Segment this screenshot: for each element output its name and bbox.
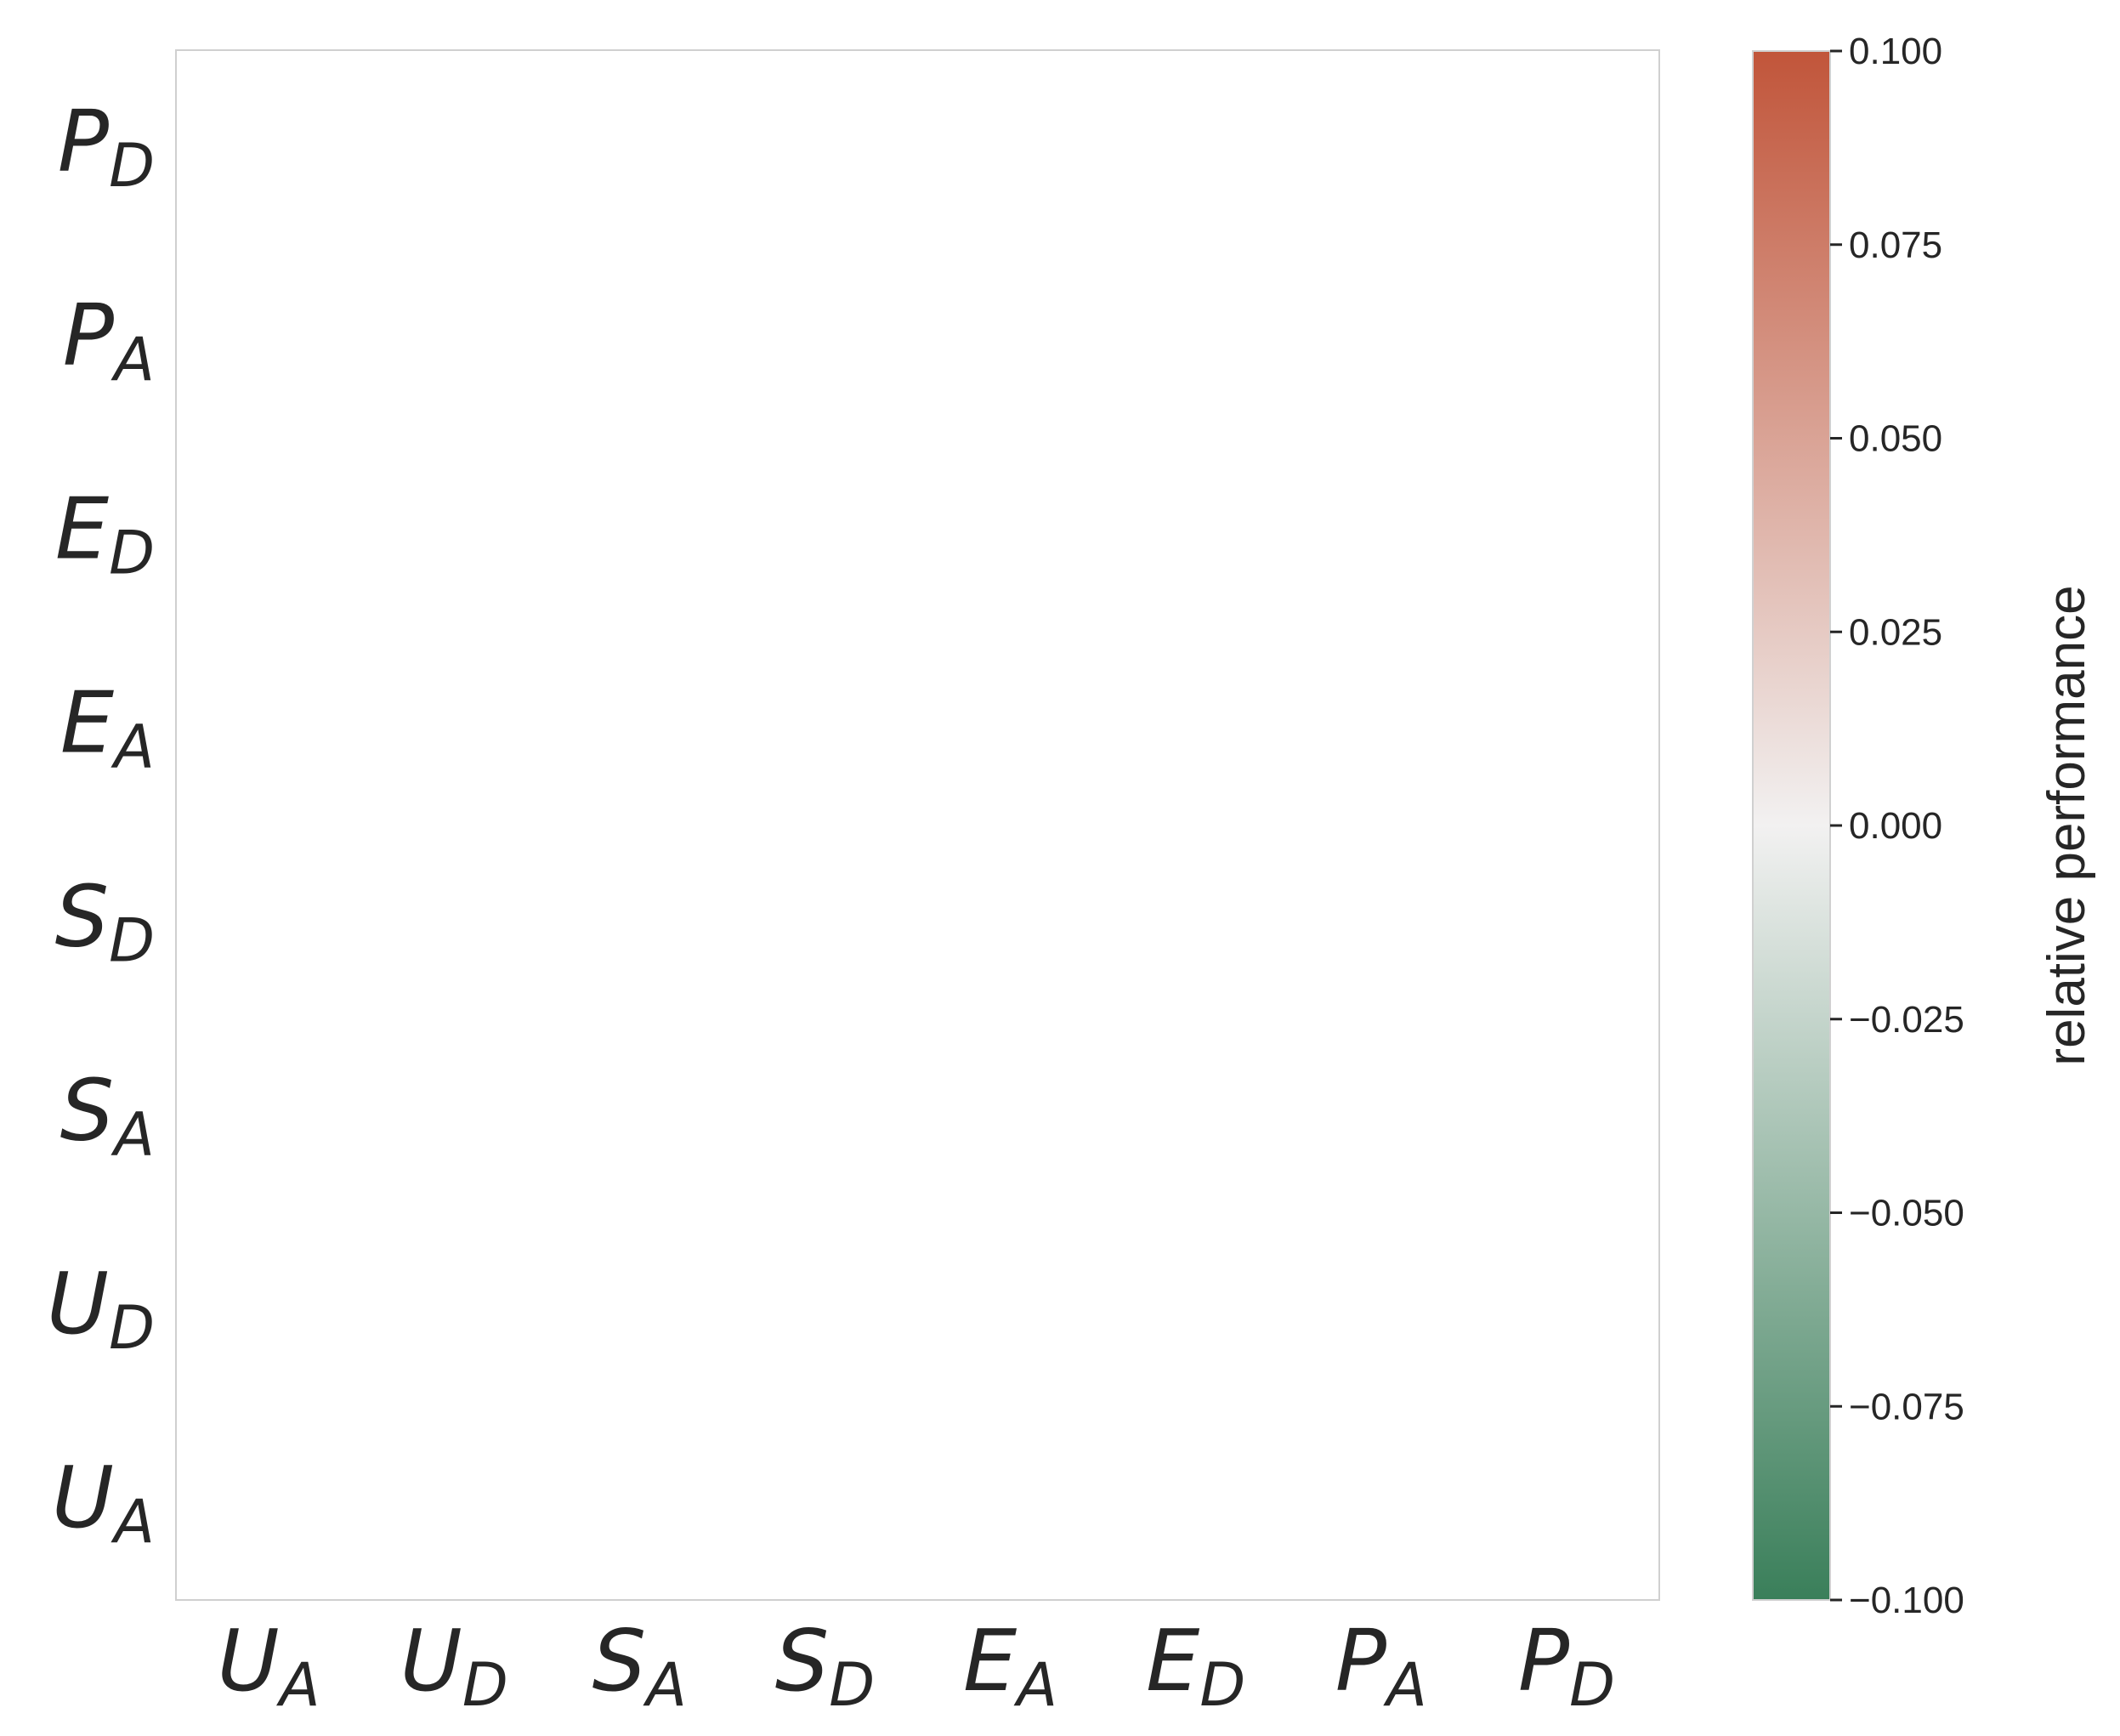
x-tick-label-base: S	[592, 1611, 646, 1710]
y-tick-label-base: U	[52, 1448, 114, 1547]
colorbar-tick-label: −0.050	[1849, 1193, 1964, 1234]
y-tick-label: SD	[55, 866, 155, 975]
y-tick-label-base: P	[58, 92, 110, 191]
y-tick-label-subscript: A	[111, 712, 155, 782]
x-tick-label: ED	[1146, 1611, 1245, 1720]
y-tick-label-base: E	[55, 479, 109, 579]
colorbar-tick-label: 0.100	[1849, 31, 1942, 72]
colorbar-tick-label: 0.050	[1849, 418, 1942, 460]
x-tick-label-base: S	[775, 1611, 829, 1710]
x-tick-label: PD	[1518, 1611, 1615, 1720]
y-tick-label-subscript: D	[109, 519, 155, 588]
x-tick-label-subscript: A	[276, 1650, 320, 1720]
x-tick-label-base: U	[400, 1611, 462, 1710]
y-tick-label-subscript: D	[109, 131, 155, 201]
x-tick-label: EA	[963, 1611, 1057, 1720]
x-tick-label-subscript: D	[1199, 1650, 1245, 1720]
x-tick-label-base: P	[1335, 1611, 1387, 1710]
colorbar-title: relative performance	[2038, 585, 2096, 1065]
x-tick-label-subscript: A	[643, 1650, 687, 1720]
y-tick-label: SA	[60, 1060, 155, 1169]
y-tick-label-subscript: A	[111, 325, 155, 394]
y-tick-label-subscript: D	[109, 1293, 155, 1363]
colorbar-tick-label: 0.025	[1849, 611, 1942, 653]
x-tick-label: SD	[775, 1611, 875, 1720]
x-tick-label-subscript: D	[1569, 1650, 1615, 1720]
colorbar: 0.100 0.075 0.050 0.025 0.000 −0.025 −0.050 −0.…	[1752, 31, 2096, 1621]
y-tick-label: PD	[58, 92, 155, 201]
x-axis-tick-labels: UA UD SA SD EA ED PA PD	[218, 1611, 1616, 1720]
colorbar-tick-label: −0.075	[1849, 1386, 1964, 1427]
plot-border	[175, 49, 1660, 1601]
x-tick-label: PA	[1335, 1611, 1427, 1720]
x-tick-label-base: E	[963, 1611, 1017, 1710]
x-tick-label-base: E	[1146, 1611, 1199, 1710]
colorbar-gradient	[1752, 50, 1831, 1601]
y-tick-label-base: P	[63, 286, 115, 385]
colorbar-tick-label: 0.075	[1849, 224, 1942, 266]
y-tick-label: ED	[55, 479, 155, 588]
x-tick-label-subscript: D	[829, 1650, 875, 1720]
x-tick-label-subscript: A	[1013, 1650, 1057, 1720]
colorbar-tick-label: −0.100	[1849, 1580, 1964, 1621]
heatmap-plot-area	[175, 49, 1660, 1601]
x-tick-label: UD	[400, 1611, 508, 1720]
x-tick-label-subscript: A	[1383, 1650, 1427, 1720]
colorbar-tick-label: 0.000	[1849, 805, 1942, 847]
y-tick-label: PA	[63, 286, 155, 394]
y-tick-label-subscript: A	[111, 1487, 155, 1557]
x-tick-label: SA	[592, 1611, 687, 1720]
y-tick-label-base: E	[60, 673, 114, 773]
y-tick-label-base: S	[55, 866, 109, 966]
x-tick-label-base: P	[1518, 1611, 1570, 1710]
y-tick-label-base: U	[47, 1254, 109, 1353]
y-tick-label-base: S	[60, 1060, 114, 1160]
y-tick-label: UA	[52, 1448, 155, 1557]
y-tick-label: EA	[60, 673, 155, 782]
x-tick-label-subscript: D	[462, 1650, 508, 1720]
x-tick-label-base: U	[218, 1611, 280, 1710]
y-tick-label: UD	[47, 1254, 155, 1363]
y-tick-label-subscript: D	[109, 905, 155, 975]
colorbar-tick-label: −0.025	[1849, 999, 1964, 1041]
y-tick-label-subscript: A	[111, 1099, 155, 1169]
x-tick-label: UA	[218, 1611, 320, 1720]
